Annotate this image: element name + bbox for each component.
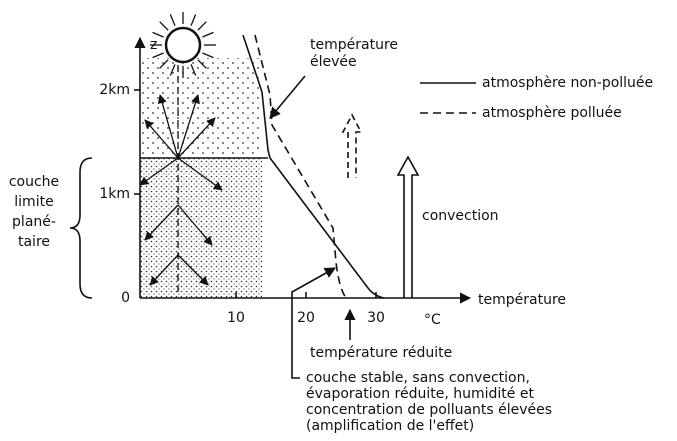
legend-label: atmosphère polluée bbox=[482, 105, 622, 121]
sun bbox=[150, 12, 216, 78]
legend-label: atmosphère non-polluée bbox=[482, 75, 653, 91]
convection-label: convection bbox=[422, 208, 499, 224]
annotation: couche stable, sans convection, bbox=[306, 370, 530, 386]
annotation: évaporation réduite, humidité et bbox=[306, 386, 534, 402]
axes bbox=[134, 36, 472, 304]
annotation: (amplification de l'effet) bbox=[306, 418, 474, 434]
sun-ray bbox=[197, 59, 207, 69]
sun-ray bbox=[152, 52, 164, 59]
arrow bbox=[269, 75, 306, 119]
sun-ray bbox=[190, 14, 197, 26]
convection-arrow bbox=[396, 155, 420, 298]
sun-ray bbox=[197, 21, 207, 31]
sun-ray bbox=[169, 64, 176, 76]
sun-ray bbox=[202, 52, 214, 59]
radiation bbox=[139, 65, 223, 295]
sun-ray bbox=[152, 31, 164, 38]
x-tick: 20 bbox=[297, 310, 315, 326]
sun-ray bbox=[202, 31, 214, 38]
y-tick: 1km bbox=[99, 186, 130, 202]
shading bbox=[140, 58, 268, 298]
brace bbox=[69, 157, 93, 299]
bl-label: limite bbox=[14, 194, 53, 210]
arrow bbox=[291, 267, 336, 379]
convection-arrow-dashed bbox=[341, 113, 363, 178]
profile-polluted bbox=[254, 34, 347, 299]
sun-ray bbox=[169, 14, 176, 26]
x-label: température bbox=[478, 292, 566, 308]
profile-clean bbox=[242, 34, 385, 299]
sun-ray bbox=[159, 21, 169, 31]
bl-label: couche bbox=[9, 174, 59, 190]
annotation: élevée bbox=[310, 54, 357, 70]
x-tick: 30 bbox=[367, 310, 385, 326]
sun-ray bbox=[159, 59, 169, 69]
annotation: concentration de polluants élevées bbox=[306, 402, 552, 418]
annotation: température bbox=[310, 37, 398, 53]
annotation: température réduite bbox=[310, 345, 452, 361]
bl-label: plané- bbox=[12, 214, 56, 230]
sun-ray bbox=[190, 64, 197, 76]
bl-label: taire bbox=[18, 234, 50, 250]
y-tick: 0 bbox=[121, 290, 130, 306]
x-unit: °C bbox=[424, 312, 441, 328]
x-tick: 10 bbox=[227, 310, 245, 326]
y-tick: 2km bbox=[99, 82, 130, 98]
